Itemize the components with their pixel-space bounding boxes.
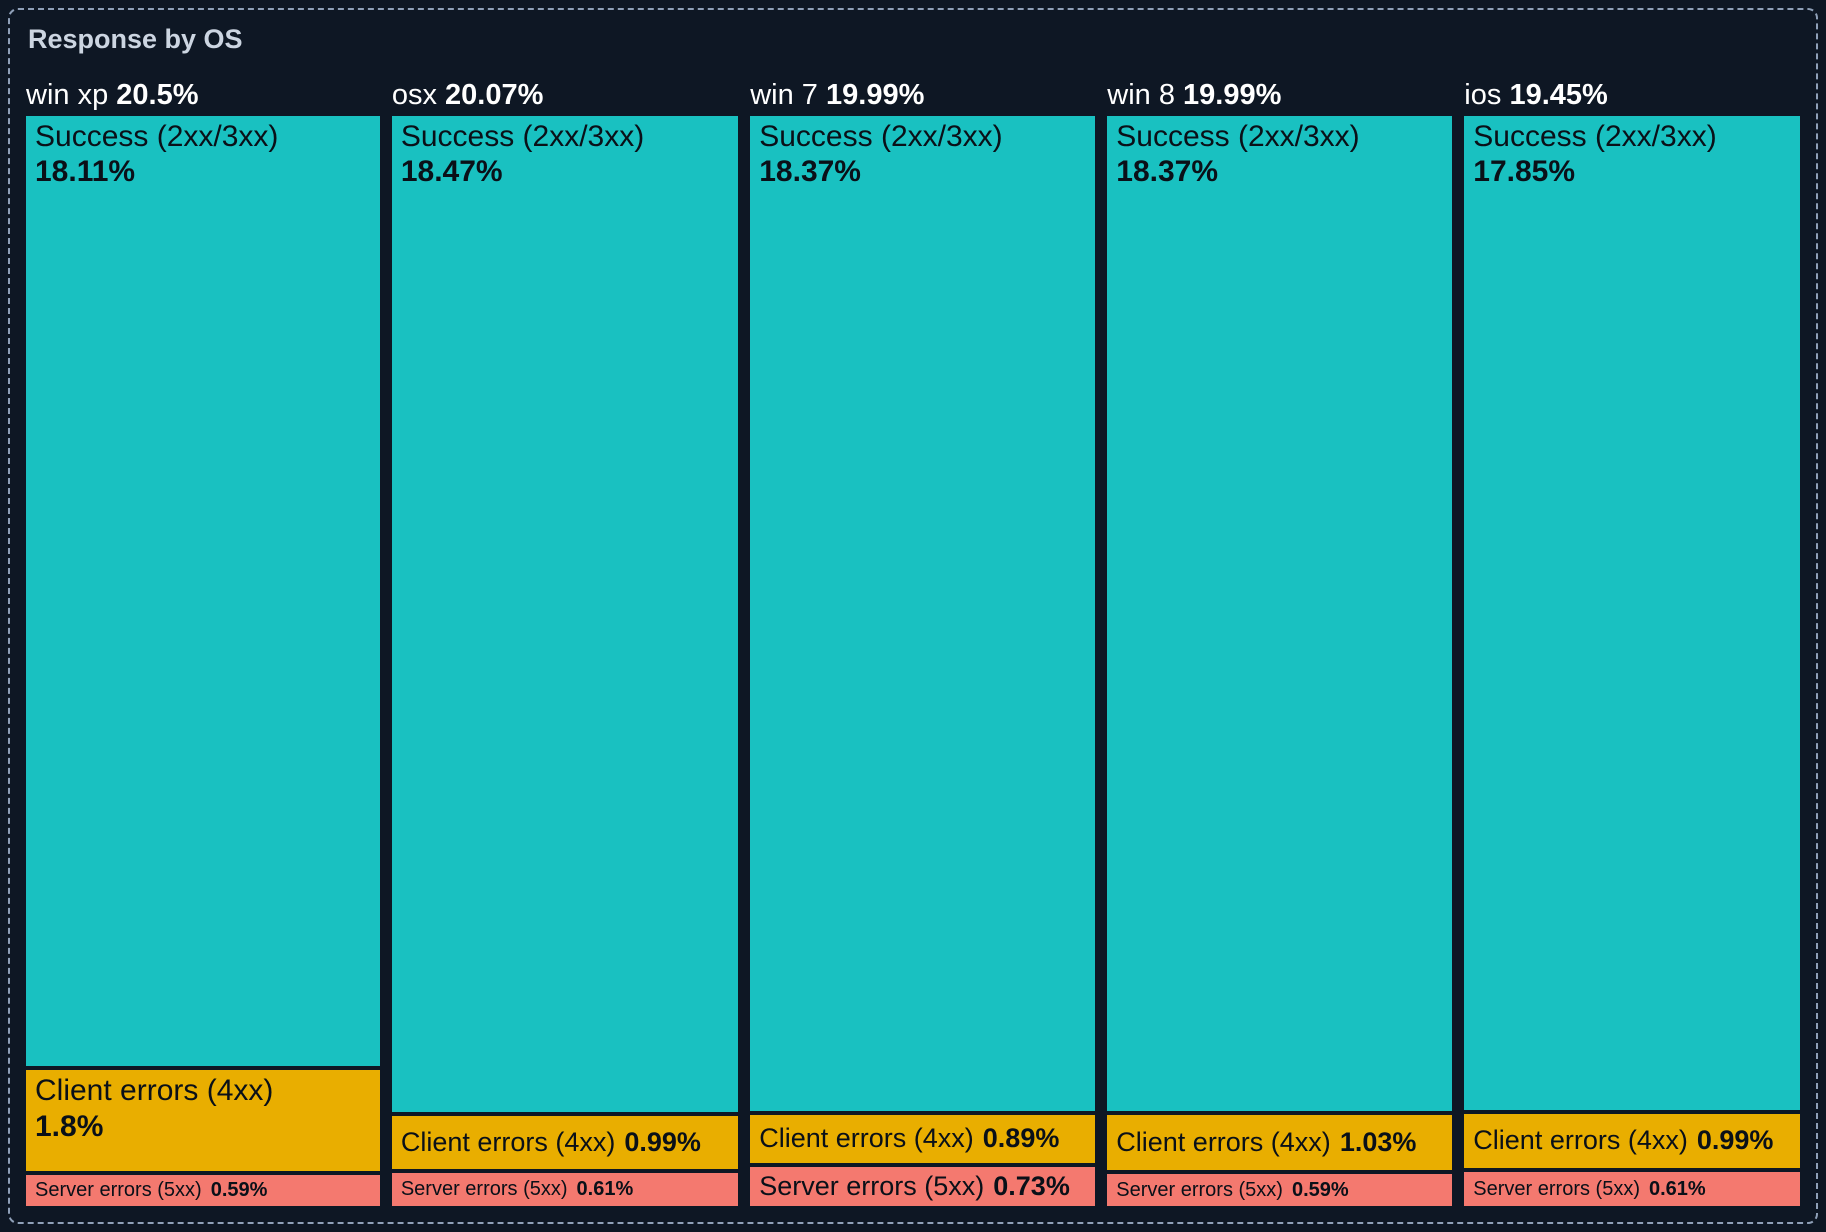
segment-percent: 18.47% (400, 155, 503, 189)
os-column-header-osx: osx 20.07% (392, 80, 738, 110)
segment-percent: 0.61% (576, 1178, 634, 1201)
segment-label: Server errors (5xx) (1473, 1177, 1640, 1200)
segment-client-osx[interactable]: Client errors (4xx) 0.99% (391, 1116, 739, 1170)
segment-client-win-xp[interactable]: Client errors (4xx) 1.8% (26, 1070, 380, 1172)
segment-percent: 1.8% (35, 1109, 104, 1143)
segment-server-osx[interactable]: Server errors (5xx) 0.61% (391, 1173, 739, 1206)
segment-percent: 1.03% (1339, 1127, 1417, 1158)
os-column-header-win-7: win 7 19.99% (750, 80, 1095, 110)
segment-success-ios[interactable]: Success (2xx/3xx) 17.85% (1464, 116, 1800, 1110)
os-column-header-win-xp: win xp 20.5% (26, 80, 380, 110)
os-column-header-win-8: win 8 19.99% (1107, 80, 1452, 110)
segment-percent: 0.61% (1649, 1177, 1706, 1200)
os-name: osx (391, 80, 437, 110)
os-segment-stack: Success (2xx/3xx) 18.37% Client errors (4x… (1107, 116, 1453, 1206)
segment-server-ios[interactable]: Server errors (5xx) 0.61% (1464, 1172, 1800, 1206)
segment-client-win-8[interactable]: Client errors (4xx) 1.03% (1107, 1114, 1453, 1171)
segment-label: Server errors (5xx) (35, 1179, 202, 1202)
segment-client-ios[interactable]: Client errors (4xx) 0.99% (1464, 1113, 1800, 1169)
segment-success-win-xp[interactable]: Success (2xx/3xx) 18.11% (26, 116, 380, 1067)
segment-percent: 18.37% (1116, 155, 1219, 189)
treemap-chart: win xp 20.5% Success (2xx/3xx) 18.11% Clien… (26, 80, 1800, 1206)
segment-label: Server errors (5xx) (400, 1178, 568, 1201)
response-by-os-panel: Response by OS win xp 20.5% Success (2xx/… (8, 8, 1818, 1224)
segment-success-osx[interactable]: Success (2xx/3xx) 18.47% (391, 116, 739, 1113)
os-column-header-ios: ios 19.45% (1464, 80, 1800, 110)
segment-percent: 0.89% (982, 1123, 1060, 1154)
segment-label: Client errors (4xx) (759, 1123, 974, 1154)
os-column-win-7: win 7 19.99% Success (2xx/3xx) 18.37% Clien… (750, 80, 1096, 1206)
segment-server-win-7[interactable]: Server errors (5xx) 0.73% (750, 1166, 1096, 1206)
segment-label: Client errors (4xx) (1473, 1125, 1688, 1156)
segment-label: Success (2xx/3xx) (1116, 120, 1360, 153)
segment-success-win-7[interactable]: Success (2xx/3xx) 18.37% (750, 116, 1096, 1111)
segment-label: Success (2xx/3xx) (759, 120, 1003, 153)
os-percent: 19.45% (1509, 80, 1608, 110)
os-name: win 7 (750, 80, 818, 110)
segment-percent: 18.37% (759, 155, 861, 189)
panel-title: Response by OS (28, 24, 243, 54)
os-percent: 20.07% (445, 80, 544, 110)
segment-percent: 0.59% (210, 1179, 268, 1202)
segment-label: Client errors (4xx) (35, 1074, 274, 1108)
os-name: win 8 (1107, 80, 1175, 110)
os-column-win-8: win 8 19.99% Success (2xx/3xx) 18.37% Clien… (1107, 80, 1453, 1206)
segment-server-win-8[interactable]: Server errors (5xx) 0.59% (1107, 1174, 1453, 1206)
segment-label: Success (2xx/3xx) (400, 120, 645, 153)
os-percent: 20.5% (116, 80, 199, 110)
segment-percent: 0.73% (993, 1170, 1070, 1201)
os-column-osx: osx 20.07% Success (2xx/3xx) 18.47% Client … (391, 80, 739, 1206)
os-column-win-xp: win xp 20.5% Success (2xx/3xx) 18.11% Clien… (26, 80, 380, 1206)
segment-percent: 0.99% (624, 1127, 701, 1158)
segment-label: Client errors (4xx) (1116, 1127, 1331, 1158)
os-segment-stack: Success (2xx/3xx) 17.85% Client errors (4x… (1464, 116, 1800, 1206)
segment-label: Server errors (5xx) (1116, 1178, 1283, 1201)
segment-percent: 0.59% (1291, 1178, 1349, 1201)
segment-label: Success (2xx/3xx) (35, 120, 279, 153)
segment-client-win-7[interactable]: Client errors (4xx) 0.89% (750, 1114, 1096, 1163)
os-percent: 19.99% (1183, 80, 1282, 110)
segment-label: Client errors (4xx) (400, 1127, 616, 1158)
segment-label: Server errors (5xx) (759, 1170, 985, 1201)
segment-percent: 0.99% (1696, 1125, 1774, 1156)
os-percent: 19.99% (826, 80, 925, 110)
os-segment-stack: Success (2xx/3xx) 18.47% Client errors (4x… (391, 116, 739, 1206)
segment-server-win-xp[interactable]: Server errors (5xx) 0.59% (26, 1175, 380, 1206)
segment-success-win-8[interactable]: Success (2xx/3xx) 18.37% (1107, 116, 1453, 1111)
os-segment-stack: Success (2xx/3xx) 18.11% Client errors (4x… (26, 116, 380, 1206)
segment-percent: 18.11% (35, 155, 136, 189)
os-name: win xp (26, 80, 109, 110)
segment-label: Success (2xx/3xx) (1473, 120, 1717, 153)
segment-percent: 17.85% (1473, 155, 1576, 189)
os-column-ios: ios 19.45% Success (2xx/3xx) 17.85% Client … (1464, 80, 1800, 1206)
os-name: ios (1464, 80, 1502, 110)
os-segment-stack: Success (2xx/3xx) 18.37% Client errors (4x… (750, 116, 1096, 1206)
